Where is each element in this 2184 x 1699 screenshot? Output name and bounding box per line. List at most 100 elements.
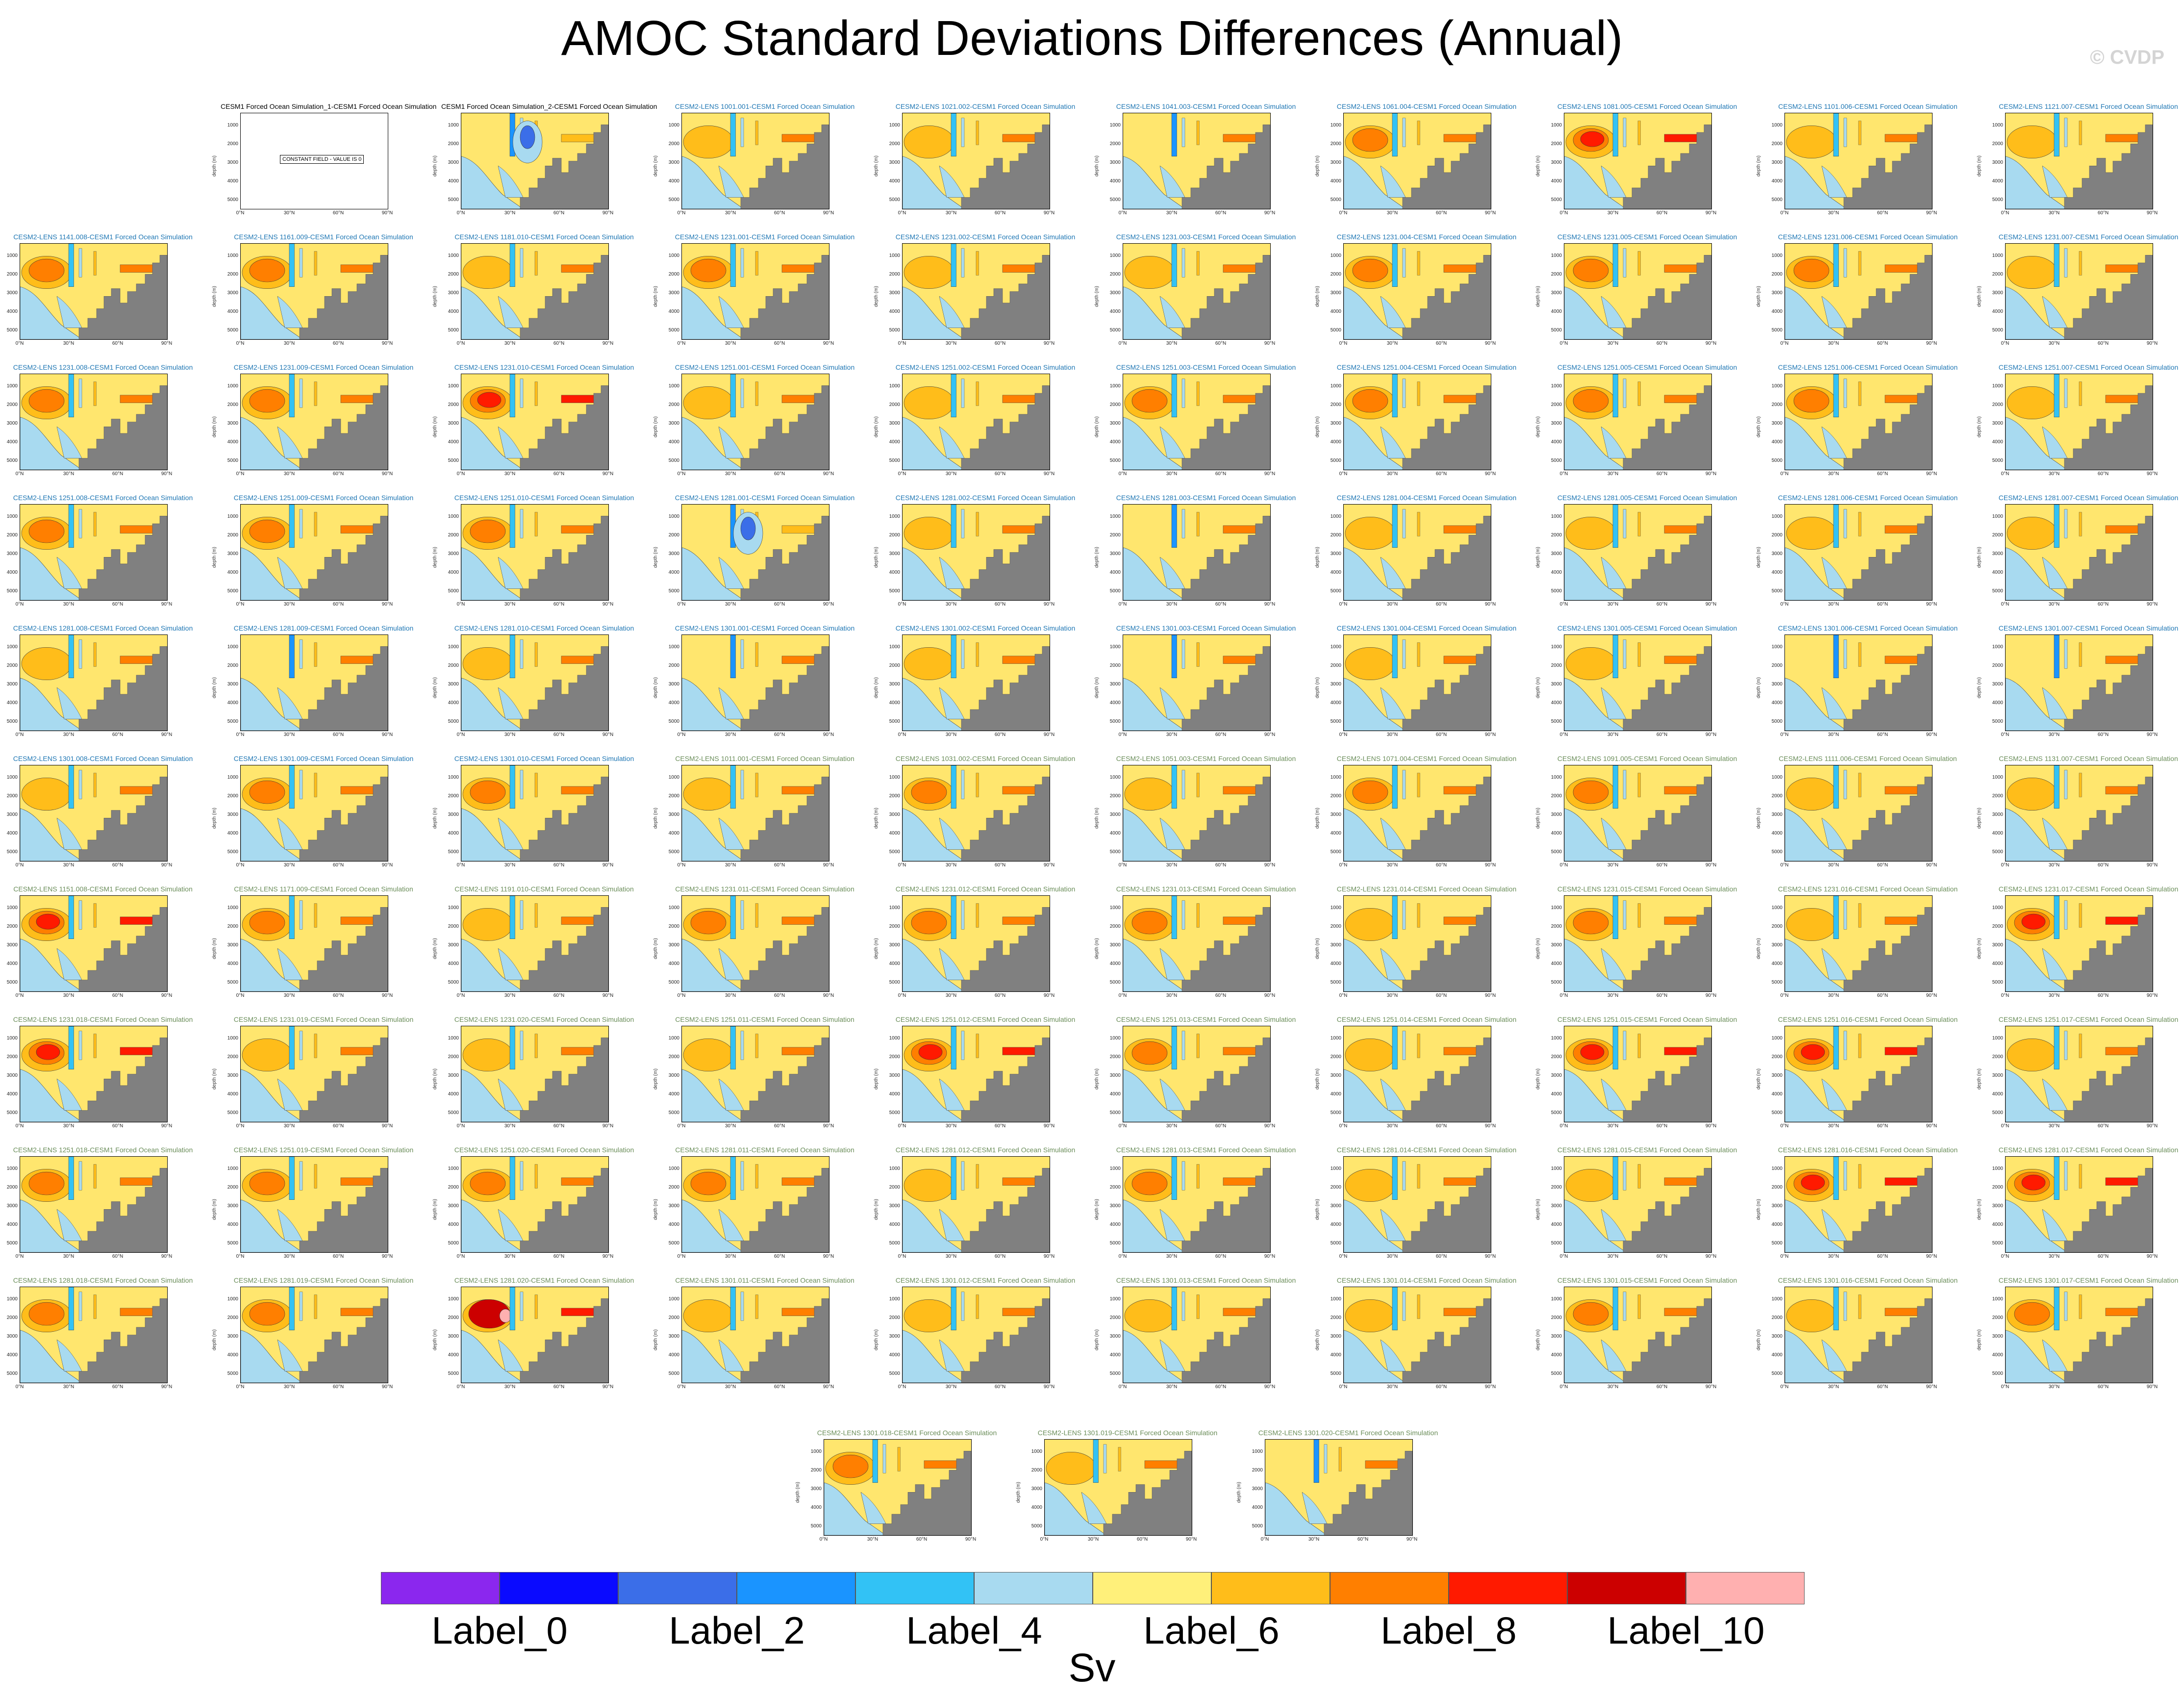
y-tick-label: 1000 [1109,1296,1121,1302]
y-tick-label: 5000 [1771,1371,1782,1376]
x-tick-label: 0°N [2001,210,2009,216]
tropical-streak [93,381,97,406]
y-tick-label: 1000 [889,123,900,128]
y-tick-label: 3000 [6,812,18,817]
y-tick-label: 2000 [1992,1315,2003,1320]
map-panel: CESM2-LENS 1251.008-CESM1 Forced Ocean S… [7,494,193,607]
panel-title: CESM2-LENS 1101.006-CESM1 Forced Ocean S… [1778,102,1958,110]
y-axis-label: depth (m) [212,1199,217,1220]
y-axis-label: depth (m) [1094,547,1100,568]
tropical-streak [951,765,956,809]
y-tick-label: 1000 [1992,383,2003,389]
y-tick-label: 1000 [1109,775,1121,780]
panel-title: CESM2-LENS 1231.004-CESM1 Forced Ocean S… [1336,233,1517,241]
tropical-streak [2054,1287,2059,1330]
tropical-streak [755,1034,758,1058]
plot-area [461,765,609,862]
colorbar-box [381,1572,500,1604]
x-tick-label: 0°N [2001,1123,2009,1129]
x-tick-label: 60°N [1656,210,1668,216]
plot-area [1343,374,1491,470]
y-tick-label: 3000 [668,682,679,687]
y-tick-label: 5000 [1109,1241,1121,1246]
tropical-streak [93,642,97,667]
y-axis-label: depth (m) [212,677,217,698]
y-tick-label: 2000 [1330,1054,1341,1060]
tropical-streak [93,903,97,928]
y-tick-label: 4000 [889,439,900,445]
y-tick-label: 1000 [1771,1166,1782,1171]
tropical-streak [1417,121,1420,145]
positive-core-inner [249,258,285,282]
x-tick-label: 60°N [1656,862,1668,868]
bathymetry-mask [961,385,1050,470]
positive-core-inner [249,389,285,413]
plot-area [902,765,1050,862]
panel-title: CESM2-LENS 1021.002-CESM1 Forced Ocean S… [895,102,1076,110]
y-tick-label: 1000 [448,253,459,258]
y-tick-label: 4000 [1109,1091,1121,1097]
y-tick-label: 2000 [1109,793,1121,799]
x-tick-label: 0°N [15,732,24,737]
plot-area [681,1287,829,1383]
tropical-streak [509,765,515,809]
positive-core [1345,647,1396,680]
x-tick-label: 90°N [1484,1254,1496,1259]
y-tick-label: 5000 [1109,458,1121,463]
x-tick-label: 90°N [823,862,834,868]
positive-core [1124,778,1175,811]
tropical-streak [2054,505,2059,548]
map-panel: CESM2-LENS 1051.003-CESM1 Forced Ocean S… [1094,755,1296,868]
y-tick-label: 1000 [1551,1296,1562,1302]
y-tick-label: 3000 [1551,942,1562,948]
tropical-streak [2079,381,2082,406]
y-tick-label: 5000 [1330,980,1341,985]
y-tick-label: 4000 [6,439,18,445]
x-tick-label: 30°N [1607,210,1619,216]
bathymetry-mask [2064,646,2153,731]
y-tick-label: 3000 [1771,1334,1782,1339]
panel-title: CESM2-LENS 1301.009-CESM1 Forced Ocean S… [233,755,414,762]
x-tick-label: 0°N [236,1384,245,1390]
y-tick-label: 1000 [448,1166,459,1171]
y-tick-label: 4000 [668,309,679,314]
panel-title: CESM2-LENS 1301.004-CESM1 Forced Ocean S… [1336,624,1517,632]
x-tick-label: 60°N [1357,1537,1369,1542]
y-tick-label: 5000 [6,588,18,594]
x-tick-label: 60°N [1435,471,1447,477]
x-tick-label: 30°N [504,1384,516,1390]
x-tick-label: 30°N [945,732,957,737]
y-tick-label: 3000 [1109,160,1121,165]
y-tick-label: 5000 [1992,719,2003,724]
y-axis-label: depth (m) [1535,286,1541,307]
y-tick-label: 5000 [889,588,900,594]
y-tick-label: 4000 [227,1091,238,1097]
y-tick-label: 4000 [1771,309,1782,314]
y-axis-label: depth (m) [432,155,438,177]
tropical-streak [1637,381,1641,406]
map-panel: CESM2-LENS 1281.002-CESM1 Forced Ocean S… [874,494,1075,607]
map-panel: CESM2-LENS 1301.001-CESM1 Forced Ocean S… [653,624,854,737]
map-panel: CESM2-LENS 1131.007-CESM1 Forced Ocean S… [1977,755,2178,868]
y-axis-label: depth (m) [432,416,438,437]
tropical-streak [961,509,965,538]
tropical-streak [1392,765,1398,809]
map-panel: CESM2-LENS 1121.007-CESM1 Forced Ocean S… [1977,102,2178,216]
x-tick-label: 0°N [1780,471,1789,477]
x-tick-label: 60°N [332,1254,344,1259]
tropical-streak [740,1292,744,1321]
positive-core-inner [1573,911,1609,935]
y-tick-label: 5000 [227,328,238,333]
tropical-streak [93,1164,97,1189]
y-tick-label: 5000 [1551,980,1562,985]
y-tick-label: 5000 [1771,849,1782,855]
y-tick-label: 3000 [1771,1073,1782,1078]
panel-title: CESM2-LENS 1281.006-CESM1 Forced Ocean S… [1778,494,1958,502]
tropical-streak [961,248,965,278]
y-tick-label: 1000 [1771,1036,1782,1041]
plot-area [240,895,388,992]
y-tick-label: 1000 [1992,775,2003,780]
y-tick-label: 5000 [6,849,18,855]
map-panel: CESM2-LENS 1281.006-CESM1 Forced Ocean S… [1756,494,1958,607]
bathymetry-mask [299,907,388,991]
